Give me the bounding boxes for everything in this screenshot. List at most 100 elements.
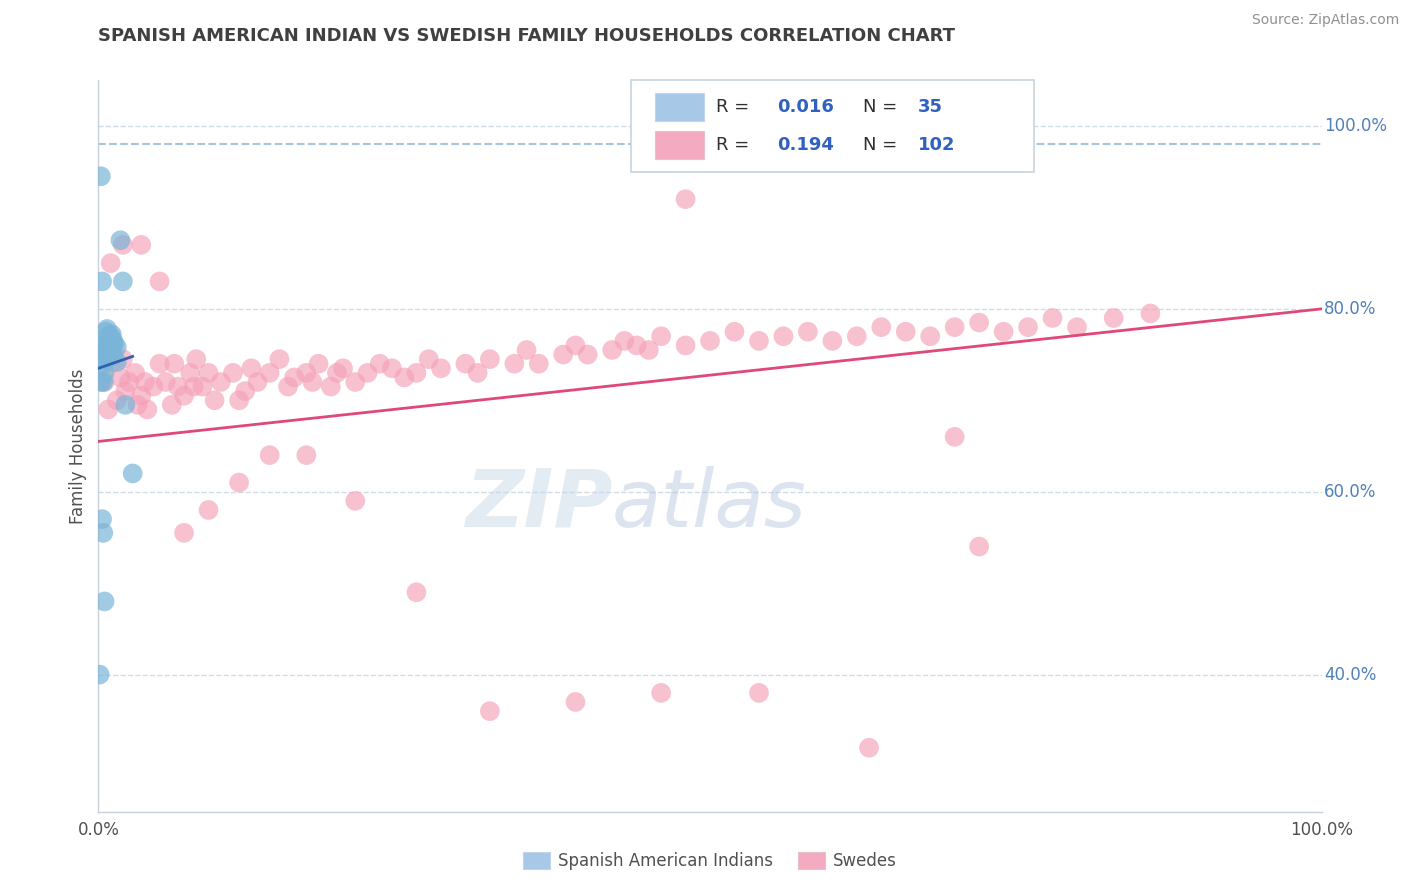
Text: 0.016: 0.016 — [778, 97, 834, 116]
Point — [943, 320, 966, 334]
Point — [97, 343, 120, 357]
Point — [650, 329, 672, 343]
Point — [228, 393, 250, 408]
Point — [576, 348, 599, 362]
Point — [110, 370, 132, 384]
Point — [93, 366, 115, 380]
Point — [98, 350, 121, 364]
Point — [277, 379, 299, 393]
Point — [772, 329, 794, 343]
Point — [295, 448, 318, 462]
Point — [675, 338, 697, 352]
Point — [308, 357, 330, 371]
Point — [100, 256, 122, 270]
FancyBboxPatch shape — [655, 93, 704, 120]
Point — [114, 398, 136, 412]
Point — [197, 503, 219, 517]
Point — [478, 704, 501, 718]
Point — [326, 366, 349, 380]
Point — [105, 393, 128, 408]
Point — [405, 585, 427, 599]
Point — [183, 379, 205, 393]
Point — [870, 320, 893, 334]
FancyBboxPatch shape — [630, 80, 1035, 171]
Point — [797, 325, 820, 339]
Point — [1042, 310, 1064, 325]
Point — [91, 512, 114, 526]
Point — [920, 329, 942, 343]
Point — [858, 740, 880, 755]
Point — [748, 686, 770, 700]
Text: N =: N = — [863, 136, 903, 154]
Point — [89, 667, 111, 681]
Point — [96, 338, 118, 352]
Text: ZIP: ZIP — [465, 466, 612, 543]
Text: R =: R = — [716, 136, 755, 154]
Point — [600, 343, 623, 357]
Point — [478, 352, 501, 367]
Point — [1139, 306, 1161, 320]
Point — [967, 540, 990, 554]
Point — [101, 348, 124, 362]
Point — [1102, 310, 1125, 325]
Point — [613, 334, 636, 348]
Point — [97, 402, 120, 417]
Point — [98, 334, 121, 348]
Text: 35: 35 — [918, 97, 943, 116]
Point — [149, 357, 172, 371]
Point — [129, 238, 152, 252]
Point — [155, 375, 177, 389]
Point — [110, 233, 132, 247]
Point — [626, 338, 648, 352]
Text: 102: 102 — [918, 136, 956, 154]
Point — [467, 366, 489, 380]
Point — [105, 355, 128, 369]
Point — [845, 329, 868, 343]
Text: 40.0%: 40.0% — [1324, 665, 1376, 683]
Point — [246, 375, 269, 389]
Point — [356, 366, 378, 380]
Point — [93, 338, 115, 352]
Point — [160, 398, 183, 412]
Y-axis label: Family Households: Family Households — [69, 368, 87, 524]
Point — [100, 343, 122, 357]
Point — [163, 357, 186, 371]
Point — [269, 352, 291, 367]
Point — [93, 594, 115, 608]
Point — [94, 350, 117, 364]
Point — [301, 375, 323, 389]
Point — [222, 366, 245, 380]
Point — [100, 329, 122, 343]
Point — [430, 361, 453, 376]
Point — [121, 467, 143, 481]
Point — [111, 238, 134, 252]
Point — [564, 338, 586, 352]
Point — [240, 361, 263, 376]
Point — [197, 366, 219, 380]
Point — [209, 375, 232, 389]
Point — [228, 475, 250, 490]
Point — [405, 366, 427, 380]
Text: N =: N = — [863, 97, 903, 116]
Point — [503, 357, 526, 371]
Point — [90, 375, 112, 389]
Point — [173, 525, 195, 540]
Point — [515, 343, 537, 357]
Point — [650, 686, 672, 700]
Point — [105, 340, 128, 354]
Point — [129, 389, 152, 403]
Text: 0.194: 0.194 — [778, 136, 834, 154]
Point — [332, 361, 354, 376]
Point — [142, 379, 165, 393]
Point — [392, 370, 416, 384]
Point — [173, 389, 195, 403]
Legend: Spanish American Indians, Swedes: Spanish American Indians, Swedes — [516, 845, 904, 877]
Point — [344, 375, 367, 389]
Point — [91, 375, 114, 389]
Point — [103, 336, 125, 351]
Point — [90, 169, 112, 184]
Point — [637, 343, 661, 357]
Point — [100, 357, 122, 371]
Point — [101, 327, 124, 342]
Point — [167, 379, 190, 393]
